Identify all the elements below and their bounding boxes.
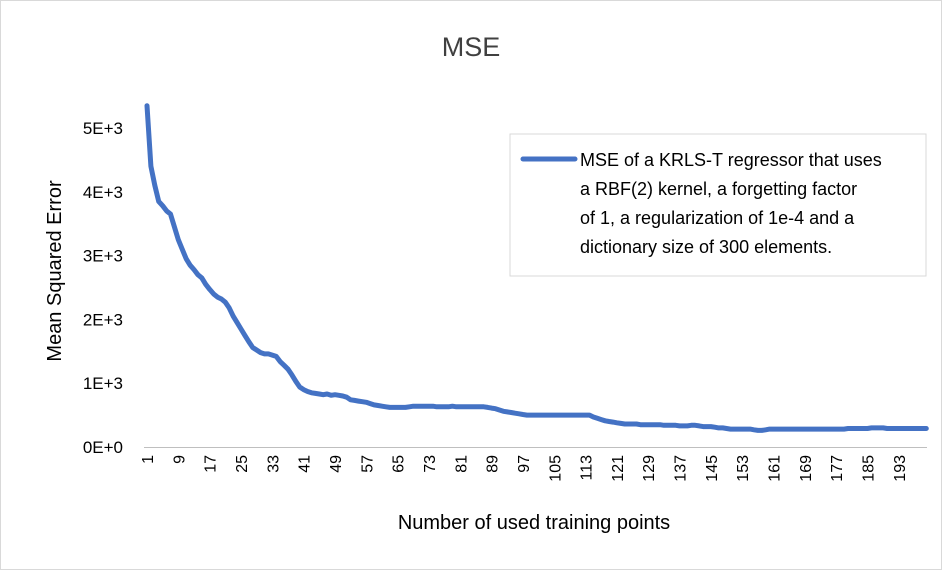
x-tick-label: 41 bbox=[297, 455, 314, 473]
x-tick-label: 97 bbox=[516, 455, 533, 473]
series-line-mse bbox=[144, 103, 929, 433]
y-tick-label: 1E+3 bbox=[83, 374, 123, 393]
y-axis-ticks: 0E+0 1E+3 2E+3 3E+3 4E+3 5E+3 bbox=[83, 119, 123, 457]
y-tick-label: 5E+3 bbox=[83, 119, 123, 138]
legend-line-3: of 1, a regularization of 1e-4 and a bbox=[580, 208, 855, 228]
x-tick-label: 1 bbox=[140, 455, 157, 464]
x-tick-label: 169 bbox=[798, 455, 815, 482]
x-axis-ticks: 1 9 17 25 33 41 49 57 65 73 81 89 97 105 113 121 129 137 1… bbox=[140, 455, 909, 482]
x-tick-label: 65 bbox=[391, 455, 408, 473]
x-tick-label: 153 bbox=[735, 455, 752, 482]
x-tick-label: 81 bbox=[453, 455, 470, 473]
y-axis-label: Mean Squared Error bbox=[44, 180, 66, 362]
legend-box bbox=[509, 133, 927, 277]
x-tick-label: 33 bbox=[265, 455, 282, 473]
legend: MSE of a KRLS-T regressor that uses a RB… bbox=[509, 133, 927, 277]
legend-line-1: MSE of a KRLS-T regressor that uses bbox=[580, 150, 882, 170]
x-axis-label: Number of used training points bbox=[398, 512, 670, 534]
x-tick-label: 193 bbox=[892, 455, 909, 482]
legend-line-2: a RBF(2) kernel, a forgetting factor bbox=[580, 179, 857, 199]
x-tick-label: 129 bbox=[641, 455, 658, 482]
x-tick-label: 121 bbox=[610, 455, 627, 482]
x-tick-label: 137 bbox=[673, 455, 690, 482]
x-tick-label: 145 bbox=[704, 455, 721, 482]
x-tick-label: 17 bbox=[203, 455, 220, 473]
x-tick-label: 49 bbox=[328, 455, 345, 473]
x-tick-label: 161 bbox=[767, 455, 784, 482]
y-tick-label: 2E+3 bbox=[83, 310, 123, 329]
x-tick-label: 177 bbox=[829, 455, 846, 482]
legend-line-4: dictionary size of 300 elements. bbox=[580, 237, 832, 257]
x-tick-label: 73 bbox=[422, 455, 439, 473]
y-tick-label: 3E+3 bbox=[83, 247, 123, 266]
x-tick-label: 113 bbox=[579, 455, 596, 481]
y-tick-label: 0E+0 bbox=[83, 438, 123, 457]
x-tick-label: 89 bbox=[485, 455, 502, 473]
x-tick-label: 25 bbox=[234, 455, 251, 473]
x-tick-label: 105 bbox=[547, 455, 564, 482]
x-tick-label: 185 bbox=[861, 455, 878, 482]
x-tick-label: 57 bbox=[359, 455, 376, 473]
y-tick-label: 4E+3 bbox=[83, 183, 123, 202]
chart-title: MSE bbox=[442, 32, 501, 62]
x-tick-label: 9 bbox=[171, 455, 188, 464]
